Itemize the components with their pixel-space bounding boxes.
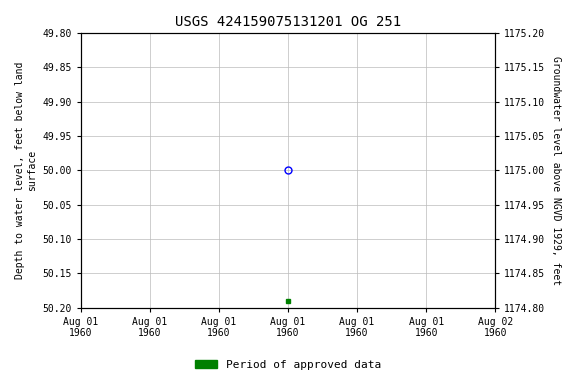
- Title: USGS 424159075131201 OG 251: USGS 424159075131201 OG 251: [175, 15, 401, 29]
- Y-axis label: Groundwater level above NGVD 1929, feet: Groundwater level above NGVD 1929, feet: [551, 56, 561, 285]
- Y-axis label: Depth to water level, feet below land
surface: Depth to water level, feet below land su…: [15, 61, 37, 279]
- Legend: Period of approved data: Period of approved data: [191, 356, 385, 375]
